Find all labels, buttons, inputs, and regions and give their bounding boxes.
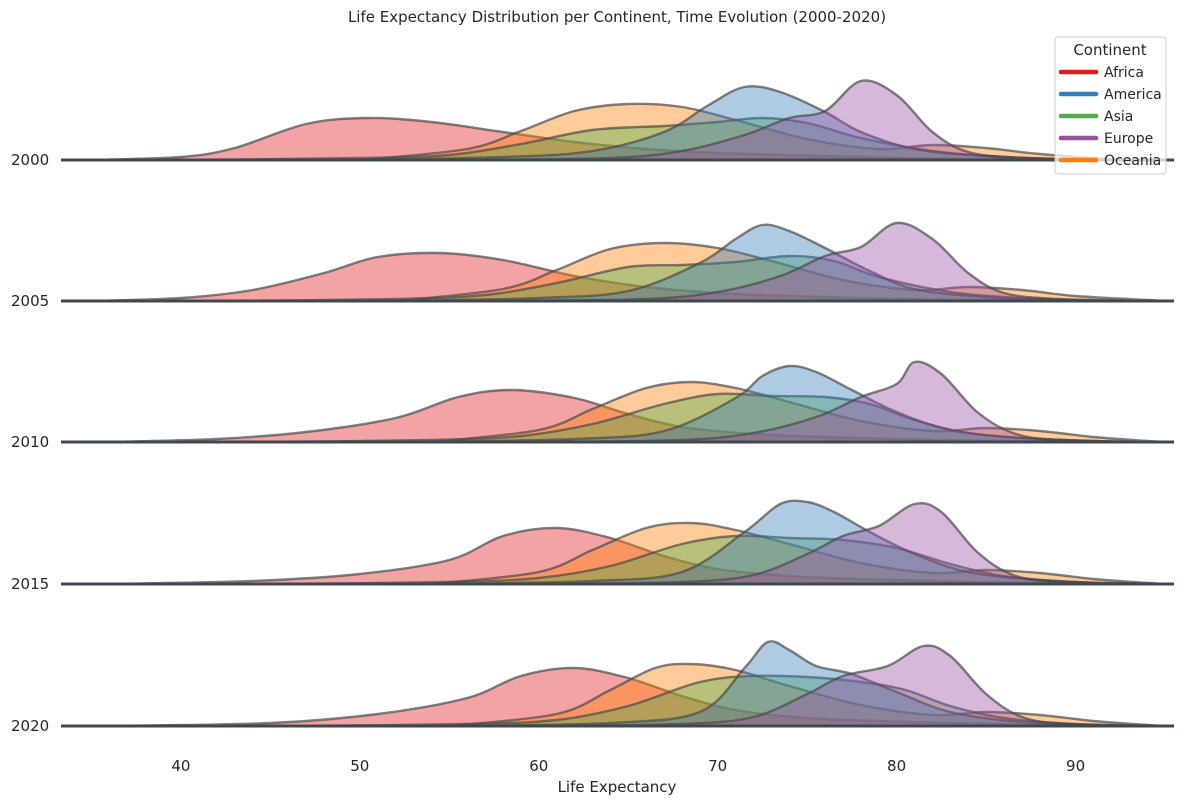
density-line-oceania-2015 [431, 521, 1166, 586]
y-tick-label: 2020 [11, 717, 49, 735]
x-tick-label: 70 [708, 757, 727, 775]
density-area-europe-2005 [503, 222, 1148, 301]
density-area-oceania-2000 [359, 103, 1166, 160]
y-tick-label: 2015 [11, 575, 49, 593]
x-tick-label: 90 [1066, 757, 1085, 775]
ridge-row-2010: 2010 [11, 360, 1174, 451]
density-area-asia-2015 [270, 535, 1166, 584]
x-axis-label: Life Expectancy [558, 778, 677, 796]
ridge-row-2015: 2015 [11, 499, 1174, 593]
density-line-oceania-2005 [395, 241, 1166, 303]
density-line-america-2005 [395, 223, 1166, 303]
density-line-europe-2005 [502, 221, 1148, 303]
ridge-row-2020: 2020 [11, 640, 1174, 735]
legend-label: Africa [1104, 65, 1144, 81]
density-area-europe-2000 [467, 80, 1112, 160]
density-area-europe-2020 [538, 645, 1148, 726]
legend-entry-europe: Europe [1058, 131, 1153, 147]
y-tick-label: 2000 [11, 151, 49, 169]
legend-entry-asia: Asia [1058, 109, 1133, 125]
density-area-america-2020 [467, 641, 1166, 726]
density-area-america-2000 [359, 86, 1166, 160]
density-area-oceania-2010 [431, 382, 1166, 442]
density-line-africa-2020 [109, 666, 1166, 728]
density-area-africa-2020 [109, 667, 1166, 726]
legend-label: America [1104, 87, 1162, 103]
density-area-america-2015 [449, 500, 1166, 584]
density-area-africa-2015 [109, 527, 1166, 584]
density-area-africa-2005 [91, 252, 1166, 301]
legend-label: Asia [1104, 109, 1133, 125]
density-line-europe-2000 [467, 79, 1112, 162]
legend: Continent Africa America Asia Europe Oceania [1054, 36, 1167, 175]
legend-label: Europe [1104, 131, 1153, 147]
y-tick-label: 2005 [11, 292, 49, 310]
density-area-asia-2020 [288, 675, 1166, 726]
density-area-africa-2010 [109, 389, 1166, 442]
density-area-america-2010 [431, 365, 1166, 442]
density-line-europe-2020 [538, 644, 1148, 728]
x-tick-label: 80 [887, 757, 906, 775]
density-area-asia-2010 [252, 393, 1166, 442]
density-area-europe-2015 [538, 503, 1148, 584]
density-line-america-2020 [467, 640, 1166, 728]
density-area-asia-2005 [216, 255, 1166, 301]
x-tick-label: 40 [171, 757, 190, 775]
density-area-america-2005 [395, 224, 1166, 301]
x-axis: 40 50 60 70 80 90 [171, 757, 1085, 775]
density-line-america-2010 [431, 364, 1166, 444]
density-area-africa-2000 [91, 117, 1166, 160]
density-line-oceania-2010 [431, 380, 1166, 444]
legend-title: Continent [1073, 41, 1146, 59]
density-line-oceania-2000 [359, 102, 1166, 162]
legend-label: Oceania [1104, 153, 1161, 169]
density-area-europe-2010 [538, 361, 1148, 442]
x-tick-label: 50 [350, 757, 369, 775]
density-line-europe-2010 [538, 360, 1148, 444]
plot-area: 2000 2005 2010 2015 2020 [11, 79, 1174, 735]
density-line-europe-2015 [538, 501, 1148, 586]
legend-entry-oceania: Oceania [1058, 153, 1161, 169]
ridge-row-2005: 2005 [11, 221, 1174, 310]
ridge-row-2000: 2000 [11, 79, 1174, 169]
legend-entry-america: America [1058, 87, 1162, 103]
x-tick-label: 60 [529, 757, 548, 775]
density-area-oceania-2015 [431, 522, 1166, 584]
legend-entry-africa: Africa [1058, 65, 1144, 81]
density-line-oceania-2020 [449, 662, 1166, 728]
y-tick-label: 2010 [11, 433, 49, 451]
chart-title: Life Expectancy Distribution per Contine… [348, 8, 886, 26]
